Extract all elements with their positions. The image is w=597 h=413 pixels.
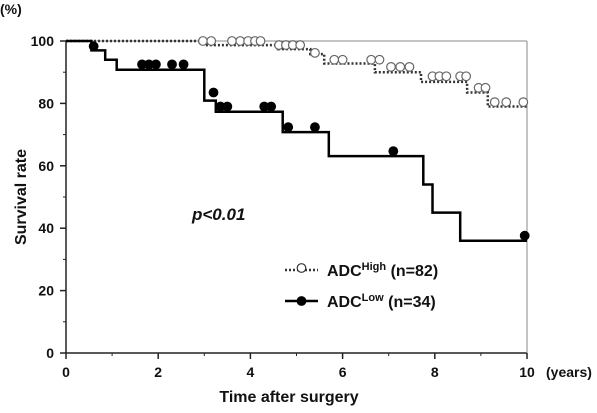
censor-point [167, 59, 177, 70]
censor-point [206, 36, 217, 46]
censor-point [208, 87, 219, 98]
censor-point [283, 122, 294, 133]
x-axis-title: Time after surgery [219, 389, 358, 406]
censor-point [489, 97, 500, 108]
censor-point [266, 101, 277, 112]
x-unit-label: (years) [546, 364, 592, 380]
x-tick-label: 6 [339, 364, 347, 380]
censor-point [441, 71, 452, 82]
y-axis-title: Survival rate [13, 149, 30, 245]
y-tick-label: 80 [38, 95, 54, 111]
censor-point [480, 82, 491, 93]
censor-point [388, 146, 399, 157]
legend-marker-adc-low [296, 296, 307, 306]
censor-point [198, 36, 208, 46]
x-tick-label: 4 [247, 364, 255, 380]
censor-point [178, 59, 189, 70]
censor-point [329, 54, 340, 65]
censor-point [501, 97, 512, 108]
censor-point [295, 40, 306, 50]
censor-point [518, 97, 529, 108]
censor-point [310, 122, 320, 133]
censor-point [227, 36, 237, 46]
censor-point [461, 71, 472, 82]
y-tick-label: 0 [46, 345, 54, 361]
y-tick-label: 60 [38, 158, 54, 174]
y-unit-label: (%) [0, 1, 22, 17]
y-tick-label: 40 [38, 220, 54, 236]
censor-point [310, 47, 320, 58]
series-line-adc-low [66, 39, 527, 242]
censor-point [386, 61, 396, 72]
series-layer [66, 36, 530, 306]
y-tick-label: 20 [38, 283, 54, 299]
censor-point [222, 101, 233, 112]
y-tick-label: 100 [31, 33, 55, 49]
x-tick-label: 0 [62, 364, 70, 380]
censor-point [374, 54, 385, 65]
censor-point [150, 59, 161, 70]
axes-layer [60, 40, 528, 359]
p-value-annotation: p<0.01 [191, 205, 245, 224]
x-tick-label: 10 [519, 364, 535, 380]
legend-label-adc-low: ADCLow (n=34) [327, 292, 436, 311]
censor-point [337, 54, 348, 65]
legend-marker-adc-high [296, 263, 307, 273]
censor-point [404, 61, 415, 72]
x-tick-label: 8 [431, 364, 439, 380]
censor-point [395, 61, 406, 72]
x-tick-label: 2 [154, 364, 162, 380]
censor-point [255, 36, 266, 46]
censor-point [88, 41, 99, 52]
legend-label-adc-high: ADCHigh (n=82) [327, 261, 438, 280]
censor-point [519, 230, 530, 241]
censor-point [366, 54, 377, 65]
